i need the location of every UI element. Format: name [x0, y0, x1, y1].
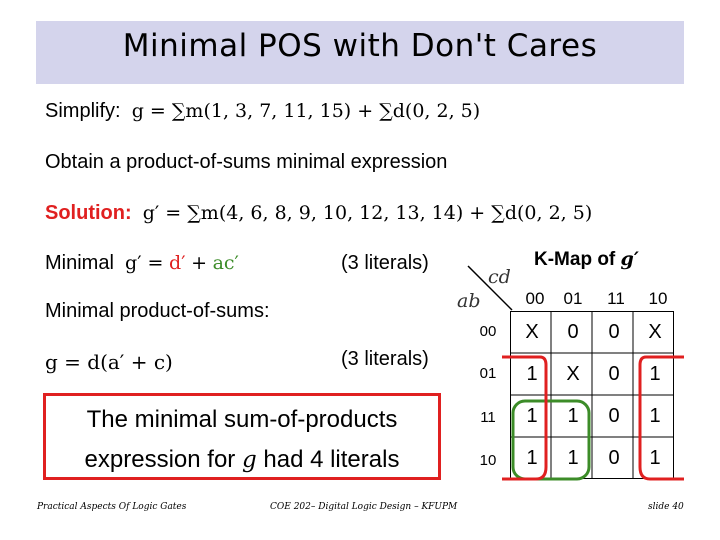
kmap-cell: 0 — [608, 363, 620, 385]
boxed-note-line2: expression for g had 4 literals — [46, 446, 438, 474]
term-d-prime: d′ — [169, 252, 186, 274]
minimal-pos-expression: g = d(a′ + c) — [45, 350, 173, 374]
kmap-row-header: 01 — [479, 365, 497, 382]
kmap-col-header: 01 — [563, 289, 583, 308]
boxed-note-line1: The minimal sum-of-products — [86, 406, 398, 433]
obtain-text: Obtain a product-of-sums minimal express… — [45, 151, 448, 173]
kmap-row-header: 00 — [479, 323, 497, 340]
term-ac-prime: ac′ — [212, 252, 239, 274]
footer-right: slide 40 — [648, 502, 684, 512]
kmap-title: K-Map of g′ — [534, 248, 639, 271]
minimal-lhs: g′ = — [125, 252, 164, 274]
kmap-row-header: 10 — [479, 452, 497, 469]
minimal-g-prime-line: Minimal g′ = d′ + ac′ — [45, 252, 239, 275]
kmap-cell: 1 — [526, 363, 538, 385]
kmap-cell: 0 — [608, 447, 620, 469]
plus-sign: + — [191, 252, 207, 274]
kmap-groupings — [502, 355, 684, 481]
solution-line: Solution: g′ = ∑m(4, 6, 8, 9, 10, 12, 13… — [45, 202, 592, 225]
boxed-note: The minimal sum-of-products expression f… — [43, 393, 441, 480]
footer-left: Practical Aspects Of Logic Gates — [37, 502, 187, 512]
kmap-cell: 1 — [649, 405, 661, 427]
kmap-cell: X — [566, 363, 580, 385]
boxed-note-post: had 4 literals — [263, 446, 400, 473]
kmap-row-var: ab — [457, 290, 481, 312]
kmap-col-header: 11 — [607, 289, 625, 308]
simplify-line: Simplify: g = ∑m(1, 3, 7, 11, 15) + ∑d(0… — [45, 100, 480, 123]
solution-label: Solution: — [45, 202, 132, 224]
kmap-cell: 0 — [567, 321, 579, 343]
kmap-cell: 0 — [608, 405, 620, 427]
kmap-cell: 1 — [567, 447, 579, 469]
kmap-corner-diagonal — [467, 265, 513, 311]
footer-center: COE 202– Digital Logic Design – KFUPM — [270, 502, 458, 512]
minimal-label: Minimal — [45, 252, 114, 274]
kmap-grid: X 0 0 X 1 X 0 1 1 1 0 1 1 1 0 1 — [510, 311, 674, 479]
simplify-label: Simplify: — [45, 100, 121, 122]
minimal-g-prime-literals: (3 literals) — [341, 252, 429, 274]
kmap-cell: 0 — [608, 321, 620, 343]
boxed-note-pre: expression for — [84, 446, 236, 473]
solution-expression: g′ = ∑m(4, 6, 8, 9, 10, 12, 13, 14) + ∑d… — [142, 202, 593, 224]
kmap-cell: 1 — [526, 447, 538, 469]
boxed-note-var: g — [241, 447, 257, 473]
kmap-cell: X — [648, 321, 662, 343]
kmap-title-text: K-Map of — [534, 249, 616, 270]
kmap-cell: 1 — [649, 363, 661, 385]
kmap-cell: 1 — [567, 405, 579, 427]
kmap-cell: X — [525, 321, 539, 343]
kmap-col-header: 00 — [525, 289, 545, 308]
kmap-grid-lines — [510, 311, 674, 479]
group-d-prime-right — [638, 355, 684, 481]
minimal-pos-label: Minimal product-of-sums: — [45, 300, 270, 322]
group-ac-prime — [511, 399, 591, 481]
kmap-col-header: 10 — [648, 289, 668, 308]
title-bar — [36, 21, 684, 84]
kmap-title-var: g′ — [620, 248, 639, 270]
kmap-cell: 1 — [526, 405, 538, 427]
slide-title: Minimal POS with Don't Cares — [122, 28, 598, 64]
kmap-cell: 1 — [649, 447, 661, 469]
kmap-row-header: 11 — [480, 409, 496, 426]
minimal-pos-literals: (3 literals) — [341, 348, 429, 370]
simplify-expression: g = ∑m(1, 3, 7, 11, 15) + ∑d(0, 2, 5) — [131, 100, 481, 122]
kmap-col-var: cd — [488, 266, 511, 288]
group-d-prime-left — [502, 355, 548, 481]
